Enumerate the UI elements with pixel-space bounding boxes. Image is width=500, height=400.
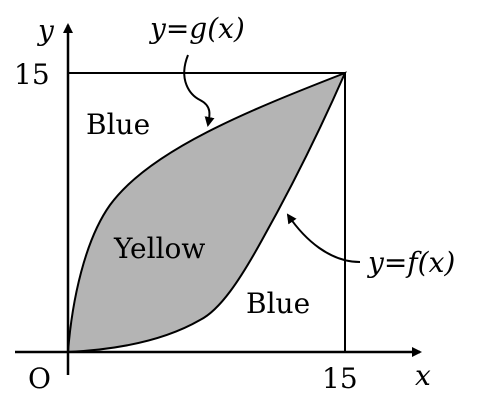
curve-g-label: y=g(x) — [148, 12, 245, 45]
tick-x-label: 15 — [322, 362, 358, 395]
f-pointer-arrow — [286, 213, 361, 263]
g-pointer-arrow — [183, 54, 215, 127]
curve-f-label: y=f(x) — [366, 246, 455, 279]
region-label-bottom-right: Blue — [246, 287, 310, 320]
axis-x-label: x — [415, 359, 431, 392]
axis-y-label: y — [36, 14, 55, 47]
region-label-top-left: Blue — [86, 108, 150, 141]
origin-label: O — [28, 362, 51, 395]
region-label-middle: Yellow — [113, 232, 205, 265]
tick-y-label: 15 — [14, 58, 50, 91]
yellow-region — [66, 71, 347, 354]
